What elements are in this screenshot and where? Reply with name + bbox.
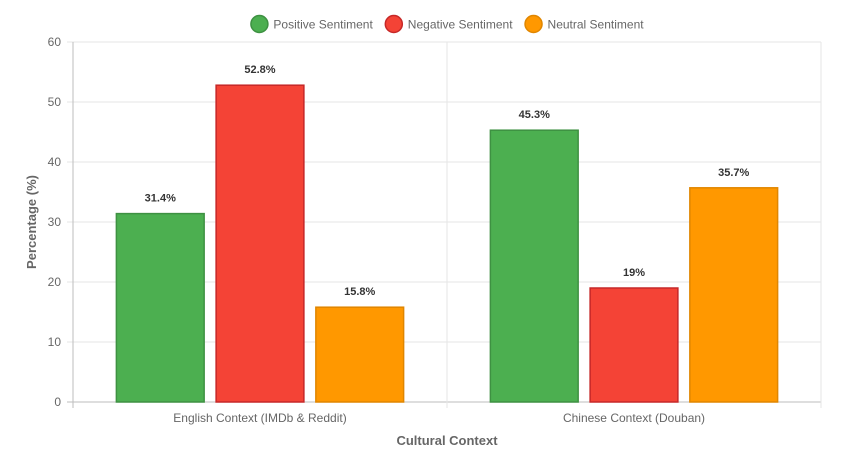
legend-swatch: [384, 14, 404, 34]
data-label: 19%: [623, 267, 645, 279]
bars: [115, 84, 779, 403]
y-tick-label: 40: [48, 155, 62, 169]
y-tick-label: 30: [48, 215, 62, 229]
bar: [315, 306, 405, 403]
y-tick-label: 50: [48, 95, 62, 109]
data-label: 45.3%: [519, 109, 550, 121]
legend-item: Negative Sentiment: [384, 14, 513, 34]
y-tick-label: 10: [48, 335, 62, 349]
legend-label: Neutral Sentiment: [548, 18, 645, 32]
legend-label: Negative Sentiment: [408, 18, 513, 32]
y-axis-label: Percentage (%): [24, 175, 39, 269]
data-label: 15.8%: [344, 286, 375, 298]
bar: [589, 287, 679, 403]
legend: Positive Sentiment Negative Sentiment Neut…: [250, 14, 645, 34]
data-label: 31.4%: [145, 193, 176, 205]
x-axis-label: Cultural Context: [396, 433, 498, 448]
legend-item: Neutral Sentiment: [524, 14, 645, 34]
bar: [115, 212, 205, 403]
x-axis-ticks: English Context (IMDb & Reddit) Chinese C…: [173, 411, 705, 425]
legend-label: Positive Sentiment: [273, 18, 373, 32]
legend-swatch: [250, 14, 269, 34]
data-label: 35.7%: [718, 167, 749, 179]
y-axis-ticks: 0 10 20 30 40 50 60: [48, 35, 62, 409]
bar: [215, 84, 305, 403]
x-tick-label: English Context (IMDb & Reddit): [173, 411, 346, 425]
x-tick-label: Chinese Context (Douban): [563, 411, 705, 425]
data-label: 52.8%: [244, 64, 275, 76]
bar: [489, 129, 579, 403]
y-tick-label: 20: [48, 275, 62, 289]
legend-item: Positive Sentiment: [250, 14, 373, 34]
y-tick-label: 60: [48, 35, 62, 49]
bar: [689, 187, 779, 403]
y-tick-label: 0: [54, 395, 61, 409]
legend-swatch: [524, 14, 543, 34]
data-labels: 31.4% 52.8% 15.8% 45.3% 19% 35.7%: [145, 64, 750, 298]
